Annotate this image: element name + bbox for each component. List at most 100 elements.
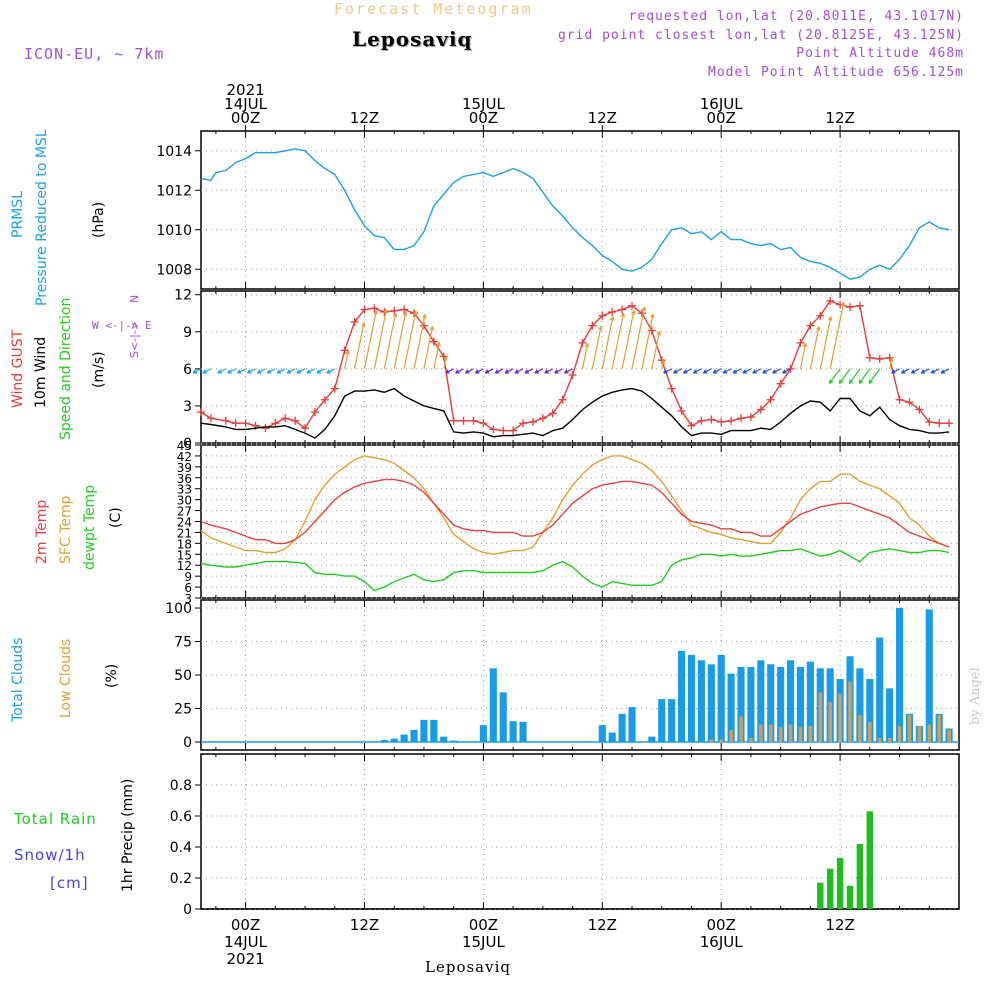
- precip-axis-label: 1hr Precip (mm): [120, 778, 136, 892]
- low-cloud-bar: [709, 739, 714, 742]
- wind-dir-arrow: [621, 310, 635, 369]
- bottom-axis-label: 16JUL: [700, 933, 743, 951]
- total-cloud-bar: [509, 721, 517, 742]
- gust-marker: [390, 306, 399, 315]
- ytick-label-wind: 6: [183, 362, 192, 378]
- total-cloud-bar: [737, 666, 745, 742]
- low-cloud-bar: [927, 724, 932, 742]
- top-axis-label: 14JUL: [224, 95, 267, 113]
- gust-marker: [628, 301, 637, 310]
- snow-label: Snow/1h: [14, 846, 86, 864]
- panel-frame-clouds: [200, 599, 960, 751]
- wind-dir-arrow: [752, 368, 762, 374]
- low-cloud-bar: [848, 681, 852, 742]
- gust-marker: [231, 419, 240, 428]
- gust-marker: [855, 301, 864, 310]
- gust-marker: [637, 309, 646, 318]
- ytick-label-clouds: 100: [165, 601, 192, 617]
- model-name: ICON-EU, ~ 7km: [24, 45, 165, 63]
- wind-dir-arrowhead: [373, 310, 378, 315]
- wind-dir-arrowhead: [762, 369, 767, 374]
- gust-marker: [667, 384, 676, 393]
- wind-dir-arrowhead: [888, 357, 894, 362]
- total-cloud-bar: [390, 738, 398, 742]
- wind-dir-arrowhead: [524, 369, 529, 374]
- wind-10m-label: 10m Wind: [33, 336, 49, 408]
- temp2m-line: [200, 478, 950, 548]
- total-cloud-bar: [777, 666, 785, 742]
- wind-dir-arrowhead: [392, 312, 398, 318]
- gust-marker: [598, 311, 607, 320]
- wind-dir-arrow: [829, 368, 841, 384]
- total-cloud-bar: [658, 699, 666, 742]
- wind-dir-arrowhead: [422, 313, 427, 319]
- total-cloud-bar: [440, 736, 448, 742]
- wind-dir-arrowhead: [494, 369, 500, 374]
- gust-line: [200, 300, 950, 432]
- wind-dir-arrow: [848, 368, 861, 384]
- low-cloud-bar: [749, 737, 753, 742]
- wind-dir-arrow: [732, 368, 742, 374]
- wind-dir-arrowhead: [900, 369, 906, 374]
- wind-dir-arrowhead: [474, 369, 480, 374]
- wind-dir-arrowhead: [296, 369, 302, 374]
- gust-marker: [271, 419, 280, 428]
- low-cloud-bar: [828, 701, 832, 742]
- total-cloud-bar: [876, 637, 884, 742]
- ytick-label-clouds: 25: [174, 701, 192, 717]
- top-axis-label: 00Z: [231, 109, 260, 127]
- ytick-label-precip: 0.4: [170, 840, 192, 856]
- gust-marker: [905, 398, 914, 407]
- gust-marker: [727, 416, 736, 425]
- panel-frame-wind: [200, 290, 960, 444]
- wind-dir-arrow: [544, 368, 554, 374]
- location-title: Leposaviq: [352, 27, 473, 51]
- pressure-unit-label: (hPa): [91, 201, 107, 238]
- compass-s: S<-|->: [128, 320, 141, 358]
- total-cloud-bar: [786, 660, 795, 742]
- total-cloud-bar: [430, 719, 438, 742]
- total-cloud-bar: [410, 729, 418, 742]
- bottom-axis-label: 15JUL: [462, 933, 505, 951]
- wind-dir-arrowhead: [514, 369, 520, 374]
- ytick-label-pressure: 1014: [156, 144, 192, 160]
- wind-dir-arrow: [889, 357, 893, 369]
- low-cloud-bar: [778, 727, 783, 742]
- gust-marker: [449, 416, 458, 425]
- low-cloud-bar: [788, 724, 793, 742]
- ytick-label-temperature: 12: [177, 559, 192, 573]
- wind-dir-arrow: [465, 368, 474, 374]
- ytick-label-temperature: 15: [177, 548, 192, 562]
- wind-dir-arrow: [413, 314, 426, 369]
- point-altitude: Point Altitude 468m: [796, 46, 964, 61]
- temp-unit-label: (C): [108, 507, 124, 528]
- wind-dir-arrowhead: [609, 316, 615, 321]
- gust-marker: [756, 405, 765, 414]
- ytick-label-pressure: 1008: [156, 262, 192, 278]
- wind-dir-arrowhead: [641, 306, 647, 312]
- wind-dir-arrowhead: [484, 369, 490, 374]
- total-cloud-bar: [925, 609, 933, 742]
- top-axis-label: 12Z: [588, 109, 617, 127]
- wind-dir-arrowhead: [712, 369, 718, 374]
- gust-marker: [340, 346, 349, 355]
- wind-dir-arrowhead: [848, 379, 854, 384]
- wind-dir-arrowhead: [816, 326, 821, 331]
- gust-marker: [400, 305, 409, 314]
- wind-dir-arrow: [829, 302, 845, 369]
- low-cloud-bar: [897, 725, 902, 742]
- ytick-label-clouds: 0: [183, 735, 192, 751]
- model-point-altitude: Model Point Altitude 656.125m: [708, 65, 964, 80]
- gust-marker: [291, 416, 300, 425]
- wind-dir-arrow: [353, 322, 365, 369]
- total-cloud-bar: [697, 660, 705, 742]
- gust-marker: [459, 416, 468, 425]
- gust-marker: [558, 395, 567, 404]
- wind-dir-arrow: [591, 326, 602, 369]
- rain-bar: [846, 885, 854, 909]
- wind-unit-label: (m/s): [91, 351, 107, 388]
- wind-dir-arrowhead: [564, 369, 569, 374]
- wind-dir-arrowhead: [673, 369, 678, 374]
- wind-dir-arrow: [403, 310, 417, 369]
- ytick-label-temperature: 24: [177, 516, 192, 530]
